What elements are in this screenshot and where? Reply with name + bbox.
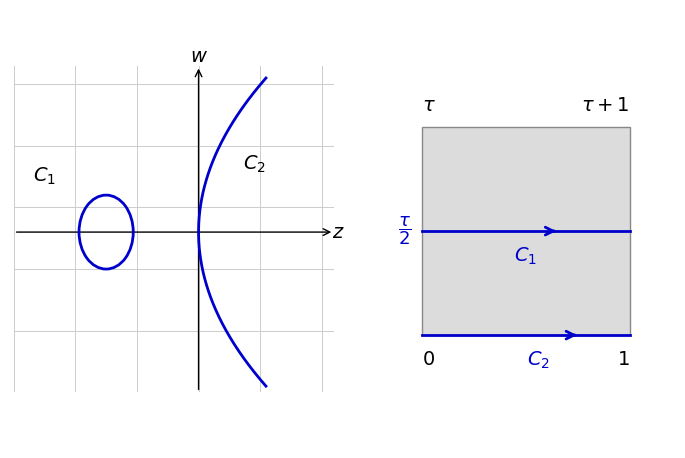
Text: $z$: $z$ [332,223,345,241]
Text: $C_2$: $C_2$ [242,153,266,175]
Text: $\tau+1$: $\tau+1$ [582,96,630,114]
Text: $w$: $w$ [190,47,208,65]
Text: $1$: $1$ [617,349,630,369]
Text: $C_1$: $C_1$ [33,166,56,187]
Bar [422,127,630,335]
Text: $C_2$: $C_2$ [527,349,549,371]
Text: $0$: $0$ [422,349,434,369]
Text: $\tau$: $\tau$ [422,96,436,114]
Text: $\dfrac{\tau}{2}$: $\dfrac{\tau}{2}$ [398,215,411,247]
Text: $C_1$: $C_1$ [514,245,537,267]
